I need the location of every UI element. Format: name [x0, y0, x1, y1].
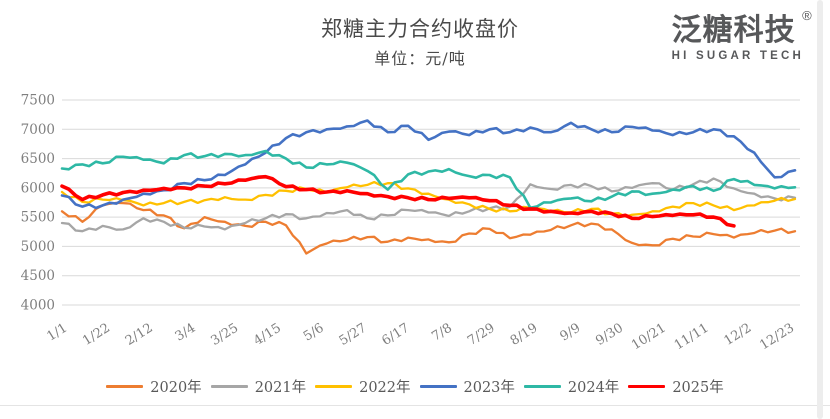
- brand-logo: 泛糖科技 ® HI SUGAR TECH: [671, 8, 812, 62]
- legend-item-2024年[interactable]: 2024年: [523, 376, 620, 397]
- series-line-2022年: [60, 180, 797, 218]
- x-axis-tick-label: 3/4: [173, 321, 199, 345]
- x-axis-tick-label: 5/6: [301, 321, 327, 345]
- x-axis-tick-label: 5/27: [337, 321, 370, 349]
- legend-item-2021年[interactable]: 2021年: [210, 376, 307, 397]
- y-axis-tick-label: 5500: [21, 210, 55, 226]
- page-subtitle: 单位：元/吨: [374, 49, 466, 68]
- x-axis-tick-label: 12/2: [722, 321, 755, 349]
- legend-swatch: [106, 385, 144, 388]
- x-axis-tick-label: 1/1: [44, 321, 70, 345]
- legend-label: 2023年: [463, 380, 515, 396]
- series-line-2020年: [60, 201, 797, 255]
- y-axis-tick-label: 7000: [21, 122, 55, 138]
- y-axis-tick-label: 6000: [21, 180, 55, 196]
- legend-label: 2020年: [150, 380, 202, 396]
- brand-tagline: HI SUGAR TECH: [671, 50, 804, 62]
- y-axis-tick-label: 4000: [21, 298, 55, 314]
- x-axis-tick-label: 4/15: [251, 321, 284, 349]
- chart-legend: 2020年 2021年 2022年 2023年 2024年 2025年: [0, 376, 830, 397]
- x-axis-tick-label: 7/29: [465, 321, 498, 349]
- x-axis-tick-label: 3/25: [208, 321, 241, 349]
- legend-item-2020年[interactable]: 2020年: [106, 376, 202, 397]
- legend-swatch: [315, 385, 353, 388]
- vertical-scrollbar[interactable]: [817, 0, 823, 419]
- legend-swatch: [523, 385, 561, 388]
- legend-item-2022年[interactable]: 2022年: [315, 376, 411, 397]
- x-axis-tick-label: 2/12: [123, 321, 156, 349]
- legend-label: 2025年: [672, 380, 724, 396]
- legend-label: 2022年: [359, 380, 411, 396]
- y-axis-tick-label: 4500: [21, 268, 55, 284]
- legend-label: 2024年: [567, 380, 620, 396]
- x-axis-tick-label: 8/19: [508, 321, 541, 349]
- x-axis-tick-label: 11/11: [672, 321, 712, 354]
- y-axis-tick-label: 6500: [21, 151, 55, 167]
- legend-swatch: [210, 385, 248, 388]
- x-axis-tick-label: 9/30: [593, 321, 626, 349]
- series-line-2023年: [60, 119, 797, 210]
- legend-item-2023年[interactable]: 2023年: [419, 376, 515, 397]
- y-axis-tick-label: 7500: [21, 93, 55, 109]
- legend-swatch: [628, 384, 666, 389]
- x-axis-tick-label: 7/8: [429, 321, 455, 345]
- x-axis-tick-label: 6/17: [379, 321, 412, 349]
- y-axis-tick-label: 5000: [21, 239, 55, 255]
- series-line-2025年: [60, 174, 736, 228]
- brand-name: 泛糖科技: [671, 14, 796, 47]
- registered-trademark-icon: ®: [802, 8, 812, 23]
- x-axis-tick-label: 1/22: [80, 321, 113, 349]
- legend-item-2025年[interactable]: 2025年: [628, 376, 724, 397]
- bottom-divider: [0, 405, 830, 406]
- legend-swatch: [419, 385, 457, 388]
- page-title: 郑糖主力合约收盘价: [321, 17, 519, 41]
- x-axis-tick-label: 9/9: [558, 321, 584, 345]
- series-line-2024年: [60, 149, 797, 210]
- x-axis-tick-label: 12/23: [757, 321, 797, 354]
- legend-label: 2021年: [254, 380, 307, 396]
- x-axis-tick-label: 10/21: [629, 321, 669, 354]
